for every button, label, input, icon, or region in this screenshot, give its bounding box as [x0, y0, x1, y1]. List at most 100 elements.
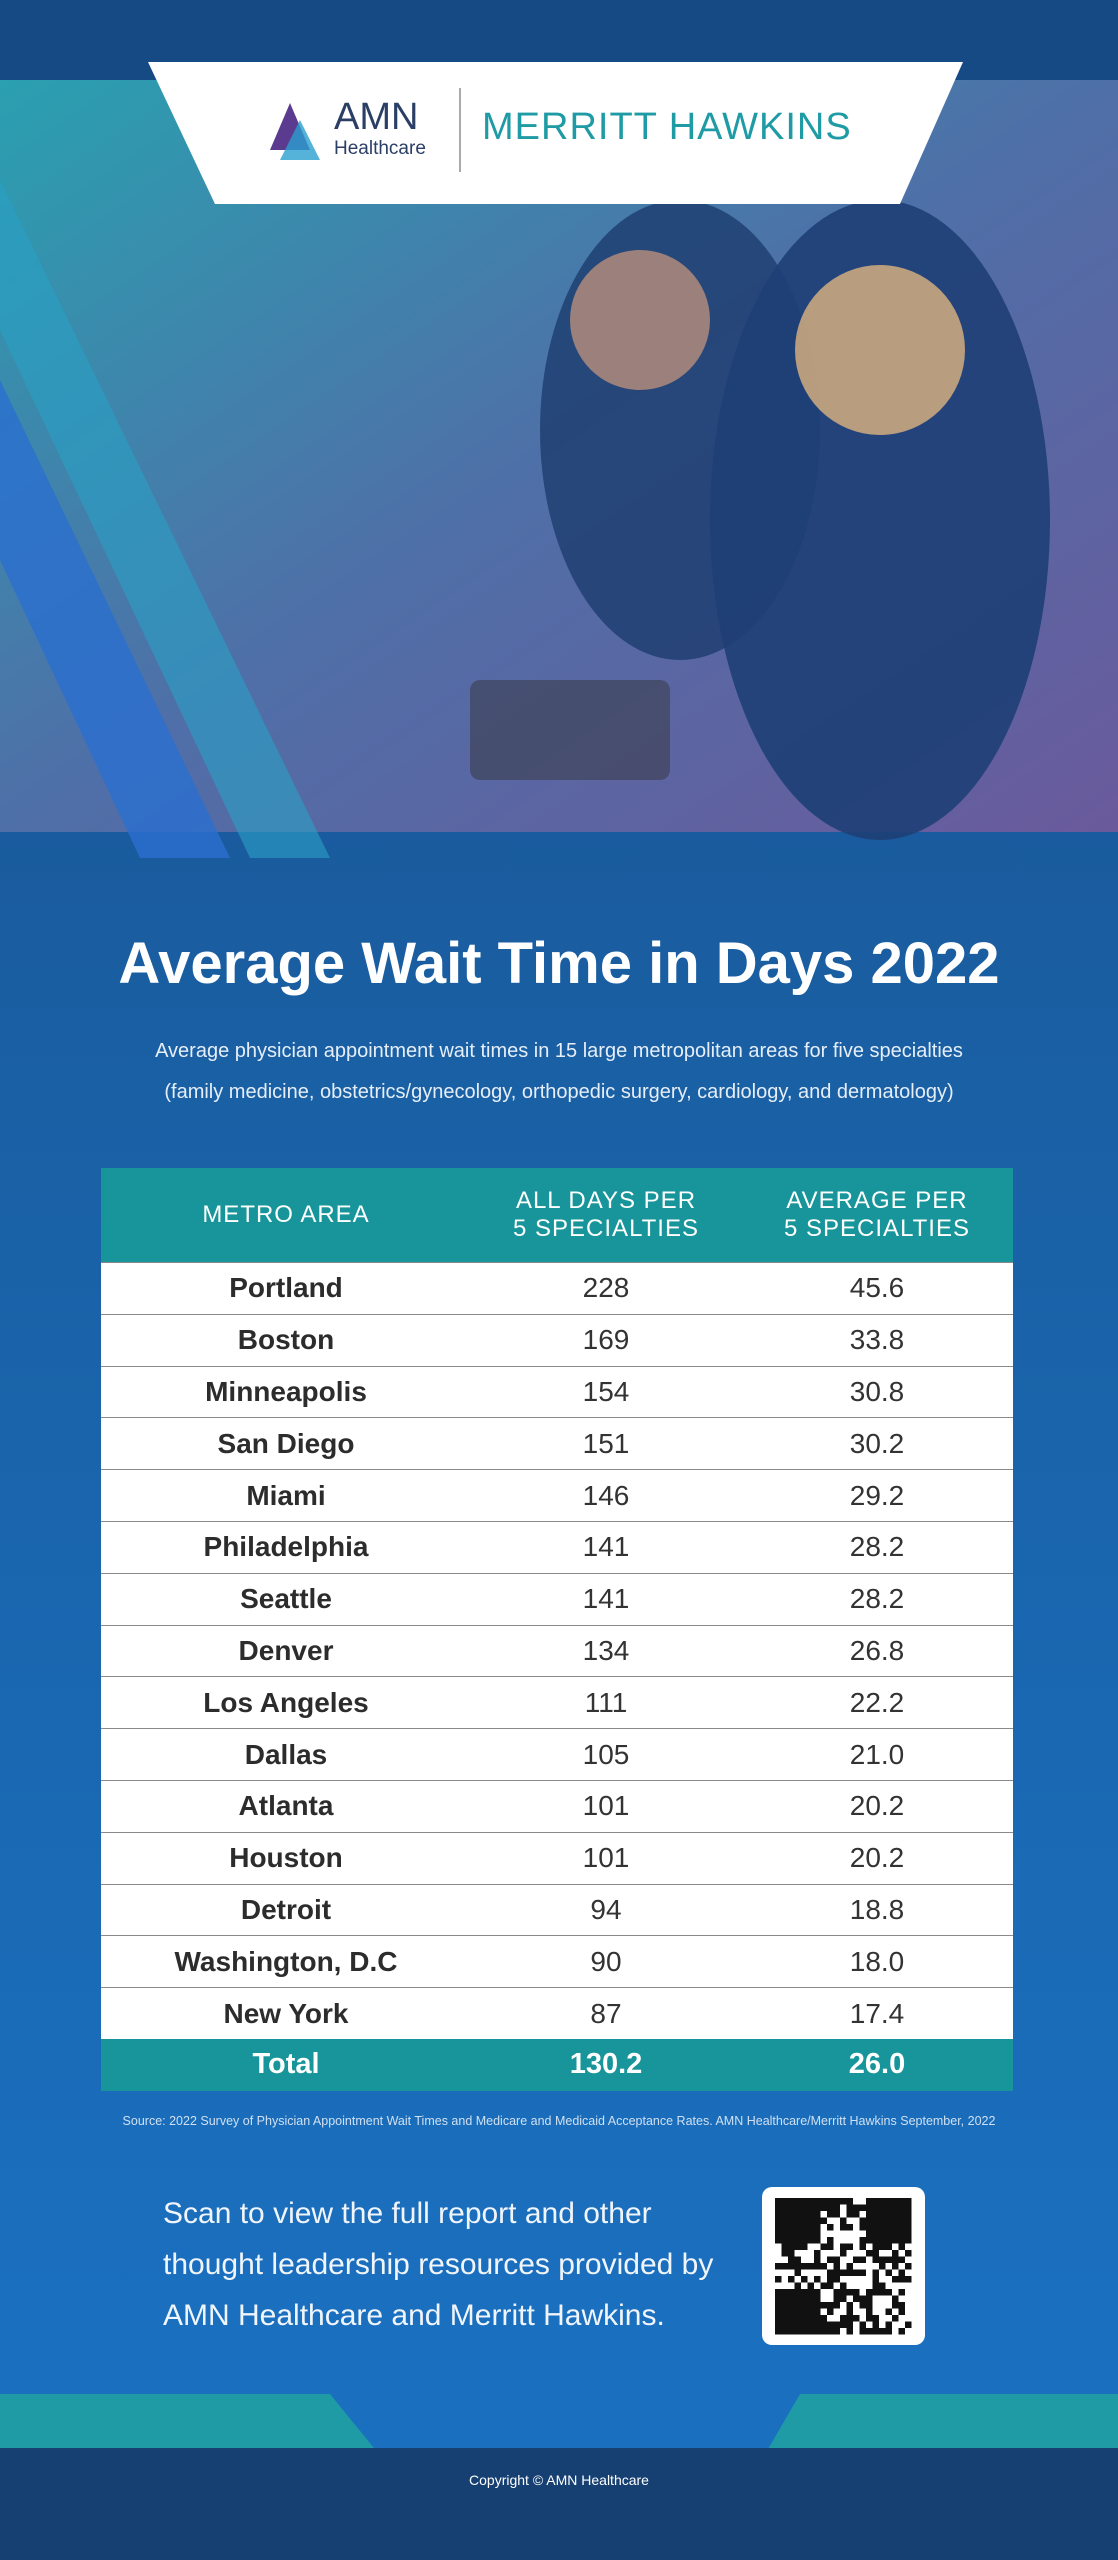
qr-module [801, 2295, 808, 2302]
qr-module [840, 2295, 847, 2302]
qr-module [885, 2308, 892, 2315]
qr-module [788, 2315, 795, 2322]
table-cell: Philadelphia [203, 1531, 369, 1563]
qr-module [833, 2321, 840, 2328]
table-cell: 105 [582, 1738, 630, 1770]
qr-module [892, 2302, 899, 2309]
qr-module [898, 2328, 905, 2335]
table-cell: 101 [582, 1842, 630, 1874]
qr-module [781, 2224, 788, 2231]
qr-module [840, 2315, 847, 2322]
qr-code [775, 2198, 912, 2335]
table-cell: Seattle [240, 1583, 332, 1615]
qr-module [846, 2289, 853, 2296]
qr-module [814, 2276, 821, 2283]
qr-module [892, 2198, 899, 2205]
qr-module [859, 2204, 866, 2211]
qr-module [866, 2295, 873, 2302]
scan-text: AMN Healthcare and Merritt Hawkins. [163, 2299, 665, 2332]
qr-module [781, 2328, 788, 2335]
qr-module [879, 2256, 886, 2263]
header-text: 5 SPECIALTIES [784, 1215, 970, 1242]
qr-module [885, 2289, 892, 2296]
header-text: AVERAGE PER [786, 1187, 968, 1214]
qr-module [853, 2295, 860, 2302]
qr-module [775, 2263, 782, 2270]
qr-module [892, 2217, 899, 2224]
qr-module [879, 2224, 886, 2231]
qr-module [866, 2315, 873, 2322]
qr-module [885, 2217, 892, 2224]
qr-module [775, 2230, 782, 2237]
qr-module [853, 2315, 860, 2322]
qr-module [846, 2328, 853, 2335]
qr-module [781, 2250, 788, 2257]
title: Average Wait Time in Days 2022 [118, 931, 1000, 996]
qr-module [807, 2302, 814, 2309]
qr-module [781, 2243, 788, 2250]
qr-module [827, 2276, 834, 2283]
qr-module [775, 2302, 782, 2309]
qr-module [820, 2198, 827, 2205]
qr-module [905, 2211, 912, 2218]
table-cell: Dallas [244, 1738, 328, 1770]
qr-module [898, 2243, 905, 2250]
qr-module [788, 2237, 795, 2244]
qr-module [866, 2302, 873, 2309]
qr-module [859, 2269, 866, 2276]
qr-module [866, 2230, 873, 2237]
qr-module [872, 2269, 879, 2276]
qr-module [794, 2308, 801, 2315]
qr-module [833, 2289, 840, 2296]
table-row: Detroit 94 18.8 [101, 1883, 1013, 1936]
logo-amn: AMN [334, 96, 419, 138]
qr-module [833, 2204, 840, 2211]
qr-module [885, 2204, 892, 2211]
qr-module [794, 2204, 801, 2211]
qr-module [801, 2289, 808, 2296]
qr-module [885, 2256, 892, 2263]
qr-module [775, 2211, 782, 2218]
qr-module [801, 2263, 808, 2270]
qr-module [794, 2263, 801, 2270]
qr-module [807, 2230, 814, 2237]
qr-module [833, 2269, 840, 2276]
qr-module [866, 2308, 873, 2315]
table-row: Denver 134 26.8 [101, 1624, 1013, 1677]
qr-module [872, 2237, 879, 2244]
qr-module [788, 2224, 795, 2231]
table-header: METRO AREA ALL DAYS PER 5 SPECIALTIES AVERA… [101, 1168, 1013, 1262]
qr-module [801, 2321, 808, 2328]
qr-module [794, 2302, 801, 2309]
qr-module [898, 2224, 905, 2231]
qr-module [859, 2217, 866, 2224]
table-row: San Diego 151 30.2 [101, 1417, 1013, 1470]
table-cell: 134 [582, 1634, 630, 1666]
qr-module [827, 2198, 834, 2205]
qr-module [801, 2217, 808, 2224]
table-cell: 33.8 [849, 1324, 905, 1356]
qr-module [885, 2224, 892, 2231]
qr-module [866, 2289, 873, 2296]
qr-module [814, 2256, 821, 2263]
qr-module [879, 2217, 886, 2224]
qr-module [872, 2211, 879, 2218]
qr-module [872, 2230, 879, 2237]
qr-module [814, 2315, 821, 2322]
qr-module [820, 2282, 827, 2289]
table-row: Minneapolis 154 30.8 [101, 1365, 1013, 1418]
table-cell: Portland [229, 1272, 343, 1304]
qr-module [833, 2328, 840, 2335]
qr-module [775, 2315, 782, 2322]
qr-module [859, 2256, 866, 2263]
qr-module [775, 2224, 782, 2231]
qr-module [781, 2308, 788, 2315]
qr-module [781, 2204, 788, 2211]
qr-module [807, 2328, 814, 2335]
qr-module [866, 2204, 873, 2211]
table-row: Washington, D.C 90 18.0 [101, 1935, 1013, 1988]
qr-module [905, 2250, 912, 2257]
header-cell: METRO AREA [101, 1201, 471, 1229]
qr-module [853, 2269, 860, 2276]
table-cell: 21.0 [849, 1738, 905, 1770]
